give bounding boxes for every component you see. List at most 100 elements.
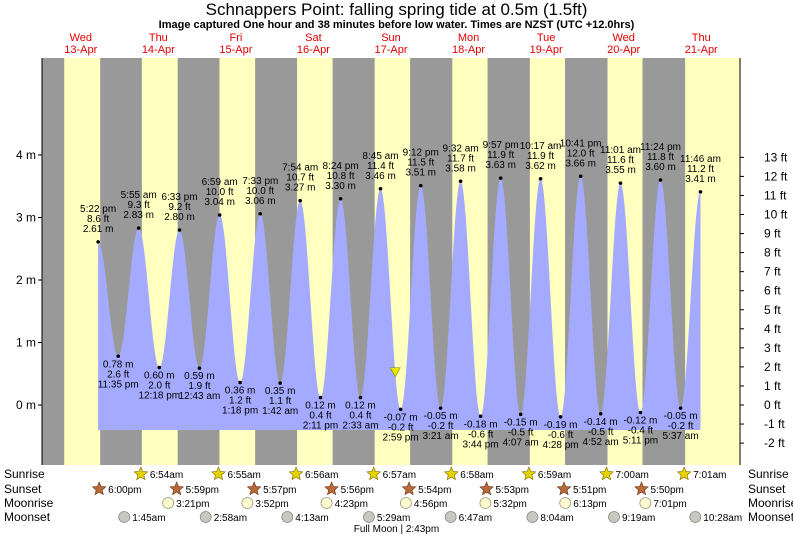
tide-point — [197, 366, 202, 370]
tide-point — [217, 213, 222, 217]
tide-m-label: 3.41 m — [685, 174, 716, 185]
day-name: Tue — [537, 32, 556, 44]
tide-time-label: 10:41 pm — [560, 138, 602, 149]
tide-point — [318, 395, 323, 400]
tide-m-label: -0.05 m — [424, 411, 458, 422]
day-date: 13-Apr — [64, 44, 97, 56]
sunset-time: 5:59pm — [186, 485, 219, 496]
right-tick-label: -2 ft — [764, 436, 785, 450]
tide-ft-label: 11.9 ft — [527, 151, 554, 162]
row-label-left: Sunset — [4, 482, 42, 496]
moonset-icon — [444, 511, 457, 523]
sunrise-time: 6:56am — [305, 470, 338, 481]
tide-ft-label: 0.4 ft — [309, 411, 331, 422]
tide-ft-label: 2.0 ft — [148, 381, 170, 392]
tide-point — [438, 406, 443, 410]
row-label-right: Moonset — [748, 510, 793, 524]
tide-m-label: 3.06 m — [245, 196, 276, 207]
right-tick-label: 0 ft — [764, 398, 781, 412]
tide-ft-label: 11.8 ft — [647, 152, 674, 163]
tide-time-label: 9:57 pm — [483, 140, 519, 151]
tide-ft-label: -0.2 ft — [388, 422, 414, 433]
tide-time-label: 5:11 pm — [623, 436, 658, 447]
sunrise-time: 6:58am — [460, 470, 493, 481]
tide-area — [98, 176, 701, 430]
tide-point — [398, 407, 403, 412]
sunrise-icon — [599, 466, 614, 481]
right-tick-label: 4 ft — [764, 322, 781, 336]
tide-m-label: 0.12 m — [345, 401, 376, 412]
moonrise-time: 5:32pm — [493, 499, 526, 510]
day-name: Sat — [305, 32, 322, 44]
moonrise-icon — [559, 497, 572, 509]
right-tick-label: 8 ft — [764, 246, 781, 260]
row-label-right: Moonrise — [748, 496, 793, 510]
tide-time-label: 3:21 am — [423, 431, 459, 442]
moonrise-time: 7:01pm — [653, 499, 686, 510]
tide-time-label: 9:12 pm — [403, 148, 439, 159]
sunset-icon — [169, 481, 185, 496]
tide-ft-label: -0.6 ft — [548, 430, 574, 441]
tide-m-label: 3.63 m — [485, 160, 516, 171]
tide-ft-label: -0.5 ft — [508, 427, 534, 438]
tide-point — [418, 183, 423, 188]
tide-time-label: 4:52 am — [583, 437, 619, 448]
moonrise-icon — [639, 497, 652, 509]
sunset-time: 5:56pm — [341, 485, 374, 496]
tide-time-label: 1:42 am — [262, 406, 298, 417]
day-labels: Wed13-AprThu14-AprFri15-AprSat16-AprSun1… — [64, 32, 718, 56]
tide-point — [238, 380, 242, 385]
left-tick-label: 1 m — [16, 336, 36, 350]
tide-time-label: 5:37 am — [663, 431, 699, 442]
tide-ft-label: 10.0 ft — [206, 187, 234, 198]
chart-subtitle: Image captured One hour and 38 minutes b… — [158, 19, 635, 31]
tide-m-label: -0.12 m — [623, 416, 657, 427]
moonset-time: 2:58am — [214, 513, 247, 524]
tide-point — [658, 178, 663, 182]
sunrise-icon — [288, 466, 304, 481]
tide-point — [698, 190, 703, 194]
tide-time-label: 8:45 am — [362, 151, 398, 162]
right-tick-label: 3 ft — [764, 341, 781, 355]
tide-time-label: 11:35 pm — [98, 379, 139, 390]
tide-point — [338, 196, 343, 201]
day-name: Thu — [692, 32, 711, 44]
sunset-icon — [556, 481, 572, 496]
day-name: Wed — [612, 32, 634, 44]
left-tick-label: 4 m — [16, 148, 36, 162]
tide-ft-label: 12.0 ft — [567, 148, 595, 159]
tide-ft-label: 8.6 ft — [87, 214, 109, 225]
tide-m-label: 3.46 m — [365, 171, 396, 182]
tide-ft-label: 1.2 ft — [229, 396, 251, 407]
tide-ft-label: -0.6 ft — [468, 429, 494, 440]
moonset-time: 8:04am — [540, 513, 573, 524]
day-name: Thu — [149, 32, 168, 44]
sunrise-icon — [521, 466, 537, 481]
right-tick-label: 7 ft — [764, 265, 781, 279]
tide-m-label: 3.62 m — [525, 161, 556, 172]
day-date: 18-Apr — [452, 44, 485, 56]
full-moon-note: Full Moon | 2:43pm — [353, 524, 440, 535]
tide-point — [458, 179, 463, 184]
moonset-time: 10:28am — [703, 513, 742, 524]
row-label-right: Sunset — [748, 482, 786, 496]
right-tick-label: 10 ft — [764, 208, 788, 222]
moonrise-icon — [320, 497, 333, 509]
tide-ft-label: 10.7 ft — [286, 173, 314, 184]
tide-ft-label: 11.2 ft — [687, 164, 714, 175]
tide-time-label: 12:43 am — [179, 391, 221, 402]
tide-m-label: 3.55 m — [605, 165, 636, 176]
tide-m-label: 0.36 m — [225, 386, 256, 397]
right-tick-label: 2 ft — [764, 360, 781, 374]
moonset-time: 4:13am — [295, 513, 328, 524]
sunset-icon — [91, 481, 107, 496]
tide-time-label: 7:54 am — [282, 163, 318, 174]
day-date: 21-Apr — [685, 44, 718, 56]
tide-m-label: 0.12 m — [305, 401, 336, 412]
moonset-icon — [281, 511, 294, 523]
tide-m-label: 3.30 m — [325, 181, 356, 192]
chart-title: Schnappers Point: falling spring tide at… — [205, 0, 588, 19]
moonrise-icon — [479, 497, 492, 509]
right-tick-label: 13 ft — [764, 150, 788, 164]
